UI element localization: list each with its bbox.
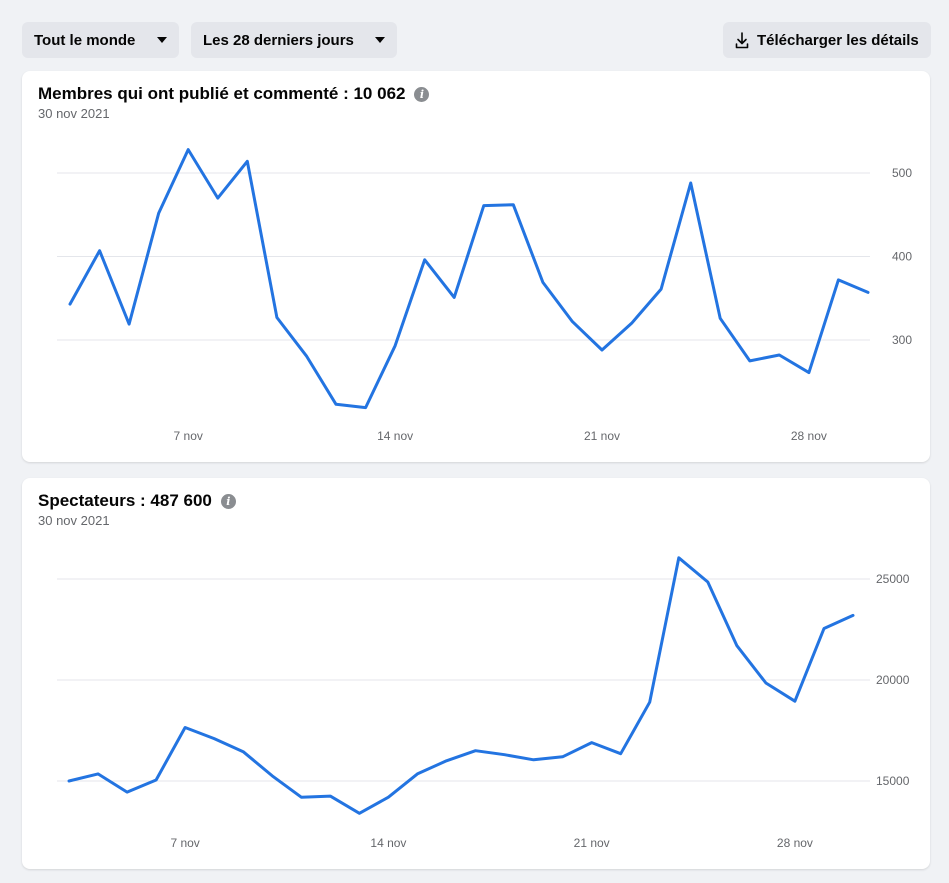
data-point[interactable] [644, 696, 656, 708]
download-details-button[interactable]: Télécharger les détails [723, 22, 931, 58]
data-point[interactable] [411, 768, 423, 780]
viewers-line-chart: 15000 20000 25000 7 nov 14 nov 21 nov 28 nov [57, 552, 910, 850]
x-tick-label: 28 nov [777, 836, 813, 850]
data-point[interactable] [566, 316, 578, 328]
x-tick-label: 7 nov [170, 836, 199, 850]
y-tick-label: 400 [892, 250, 912, 264]
x-tick-label: 14 nov [377, 429, 413, 443]
data-point[interactable] [419, 254, 431, 266]
data-point[interactable] [94, 245, 106, 257]
data-point[interactable] [324, 790, 336, 802]
data-point[interactable] [789, 695, 801, 707]
y-tick-label: 20000 [876, 673, 910, 687]
data-point[interactable] [182, 144, 194, 156]
data-point[interactable] [760, 677, 772, 689]
x-tick-label: 28 nov [791, 429, 827, 443]
info-icon[interactable]: i [414, 86, 430, 102]
data-point[interactable] [586, 737, 598, 749]
data-point[interactable] [507, 199, 519, 211]
caret-down-icon [157, 37, 167, 43]
info-icon[interactable]: i [220, 493, 236, 509]
card-title: Spectateurs : 487 600 [38, 491, 212, 510]
data-point[interactable] [63, 775, 75, 787]
period-dropdown-label: Les 28 derniers jours [203, 31, 354, 49]
data-point[interactable] [626, 317, 638, 329]
x-tick-label: 21 nov [574, 836, 610, 850]
y-tick-label: 300 [892, 333, 912, 347]
members-line-chart: 300 400 500 7 nov 14 nov 21 nov 28 nov [57, 144, 912, 443]
card-title-row: Spectateurs : 487 600 i [38, 491, 236, 511]
data-point[interactable] [702, 576, 714, 588]
data-point[interactable] [470, 745, 482, 757]
card-title: Membres qui ont publié et commenté : 10 … [38, 84, 406, 103]
data-point[interactable] [832, 274, 844, 286]
data-point[interactable] [731, 640, 743, 652]
data-point[interactable] [818, 622, 830, 634]
data-point[interactable] [360, 402, 372, 414]
data-point[interactable] [440, 755, 452, 767]
data-point[interactable] [862, 286, 874, 298]
data-point[interactable] [803, 367, 815, 379]
data-point[interactable] [773, 349, 785, 361]
series-line [67, 556, 855, 815]
data-point[interactable] [847, 609, 859, 621]
data-point[interactable] [655, 283, 667, 295]
x-tick-label: 7 nov [174, 429, 203, 443]
data-point[interactable] [266, 770, 278, 782]
data-point[interactable] [615, 748, 627, 760]
data-point[interactable] [64, 298, 76, 310]
card-title-row: Membres qui ont publié et commenté : 10 … [38, 84, 430, 104]
data-point[interactable] [499, 749, 511, 761]
data-point[interactable] [673, 552, 685, 564]
download-details-label: Télécharger les détails [757, 31, 919, 49]
data-point[interactable] [212, 192, 224, 204]
data-point[interactable] [389, 340, 401, 352]
card-date: 30 nov 2021 [38, 106, 110, 121]
data-point[interactable] [353, 807, 365, 819]
data-point[interactable] [92, 768, 104, 780]
audience-dropdown[interactable]: Tout le monde [22, 22, 179, 58]
download-icon [735, 31, 749, 48]
data-point[interactable] [330, 398, 342, 410]
data-point[interactable] [744, 355, 756, 367]
data-point[interactable] [123, 318, 135, 330]
members-chart-card: Membres qui ont publié et commenté : 10 … [22, 71, 930, 462]
y-tick-label: 15000 [876, 774, 910, 788]
data-point[interactable] [537, 276, 549, 288]
y-tick-label: 500 [892, 166, 912, 180]
x-tick-label: 21 nov [584, 429, 620, 443]
filter-toolbar: Tout le monde Les 28 derniers jours Télé… [0, 0, 949, 70]
period-dropdown[interactable]: Les 28 derniers jours [191, 22, 397, 58]
data-point[interactable] [208, 733, 220, 745]
series-line [68, 148, 870, 410]
card-date: 30 nov 2021 [38, 513, 110, 528]
y-tick-label: 25000 [876, 572, 910, 586]
data-point[interactable] [295, 791, 307, 803]
data-point[interactable] [557, 751, 569, 763]
data-point[interactable] [528, 754, 540, 766]
data-point[interactable] [237, 746, 249, 758]
data-point[interactable] [153, 207, 165, 219]
data-point[interactable] [271, 311, 283, 323]
data-point[interactable] [300, 350, 312, 362]
data-point[interactable] [478, 200, 490, 212]
data-point[interactable] [241, 155, 253, 167]
data-point[interactable] [685, 177, 697, 189]
x-tick-label: 14 nov [370, 836, 406, 850]
data-point[interactable] [448, 291, 460, 303]
data-point[interactable] [150, 774, 162, 786]
data-point[interactable] [121, 786, 133, 798]
data-point[interactable] [179, 721, 191, 733]
viewers-chart-card: Spectateurs : 487 600 i 30 nov 2021 1500… [22, 478, 930, 869]
audience-dropdown-label: Tout le monde [34, 31, 136, 49]
data-point[interactable] [382, 791, 394, 803]
data-point[interactable] [596, 344, 608, 356]
caret-down-icon [375, 37, 385, 43]
data-point[interactable] [714, 312, 726, 324]
